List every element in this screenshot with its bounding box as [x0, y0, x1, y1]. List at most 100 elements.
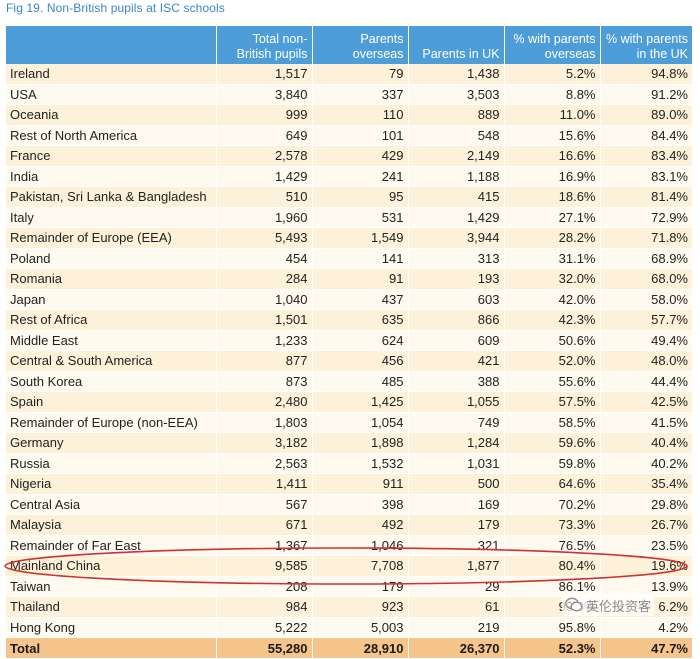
table-cell: 500 — [407, 473, 504, 495]
row-label: Central Asia — [6, 494, 216, 515]
table-row: Rest of North America 649 101 548 15.6% 84.4% — [6, 125, 692, 146]
table-row: France 2,578 429 2,149 16.6% 83.4% — [6, 145, 692, 167]
table-row: Poland 454 141 313 31.1% 68.9% — [6, 248, 692, 269]
table-cell: 41.5% — [599, 412, 692, 433]
row-label: Thailand — [6, 596, 216, 618]
table-cell: 28.2% — [503, 227, 600, 249]
table-cell: 923 — [311, 596, 408, 618]
header-row: Total non- British pupils Parents overseas P… — [6, 26, 692, 64]
table-row: Russia 2,563 1,532 1,031 59.8% 40.2% — [6, 453, 692, 474]
table-cell: 889 — [407, 104, 504, 126]
table-cell: 76.5% — [503, 535, 600, 556]
table-row: Italy 1,960 531 1,429 27.1% 72.9% — [6, 207, 692, 228]
table-cell: 1,054 — [311, 412, 408, 433]
table-cell: 16.9% — [503, 166, 600, 187]
table-cell: 58.0% — [599, 289, 692, 310]
table-cell: 3,182 — [215, 432, 312, 454]
table-cell: 548 — [407, 125, 504, 146]
column-header: % with parents in the UK — [599, 26, 692, 64]
column-header: Parents overseas — [311, 26, 408, 64]
table-cell: 57.7% — [599, 309, 692, 331]
table-cell: 429 — [311, 145, 408, 167]
row-label: Japan — [6, 289, 216, 310]
table-cell: 59.6% — [503, 432, 600, 454]
table-row: South Korea 873 485 388 55.6% 44.4% — [6, 371, 692, 392]
table-cell: 5.2% — [503, 64, 600, 85]
table-cell: 11.0% — [503, 104, 600, 126]
row-label: Germany — [6, 432, 216, 454]
table-row: Spain 2,480 1,425 1,055 57.5% 42.5% — [6, 391, 692, 413]
table-cell: 1,367 — [215, 535, 312, 556]
table-cell: 4.2% — [599, 617, 692, 638]
table-cell: 91 — [311, 268, 408, 290]
row-label: USA — [6, 84, 216, 105]
table-cell: 603 — [407, 289, 504, 310]
table-cell: 2,480 — [215, 391, 312, 413]
table-cell: 1,429 — [407, 207, 504, 228]
table-cell: 208 — [215, 576, 312, 597]
table-cell: 27.1% — [503, 207, 600, 228]
table-cell: 89.0% — [599, 104, 692, 126]
table-cell: 5,493 — [215, 227, 312, 249]
table-cell: 68.0% — [599, 268, 692, 290]
table-cell: 42.5% — [599, 391, 692, 413]
table-cell: 3,503 — [407, 84, 504, 105]
table-cell: 388 — [407, 371, 504, 392]
table-cell: 19.6% — [599, 555, 692, 577]
table-cell: 1,233 — [215, 330, 312, 351]
table-cell: 1,438 — [407, 64, 504, 85]
total-row: Total 55,280 28,910 26,370 52.3% 47.7% — [6, 637, 692, 659]
table-row: Oceania 999 110 889 11.0% 89.0% — [6, 104, 692, 126]
table-cell: 40.4% — [599, 432, 692, 454]
figure-title: Fig 19. Non-British pupils at ISC school… — [6, 1, 225, 15]
row-label: Remainder of Europe (EEA) — [6, 227, 216, 249]
table-cell: 179 — [407, 514, 504, 536]
row-label: France — [6, 145, 216, 167]
table-cell: 531 — [311, 207, 408, 228]
table-body: Ireland 1,517 79 1,438 5.2% 94.8% USA 3,840 337 3… — [6, 64, 692, 659]
table-cell: 873 — [215, 371, 312, 392]
table-cell: 456 — [311, 350, 408, 372]
row-label: Pakistan, Sri Lanka & Bangladesh — [6, 186, 216, 208]
table-cell: 999 — [215, 104, 312, 126]
table-cell: 1,898 — [311, 432, 408, 454]
table-cell: 32.0% — [503, 268, 600, 290]
total-cell: 26,370 — [407, 637, 504, 659]
table-cell: 1,501 — [215, 309, 312, 331]
table-cell: 26.7% — [599, 514, 692, 536]
table-cell: 169 — [407, 494, 504, 515]
table-cell: 219 — [407, 617, 504, 638]
table-cell: 510 — [215, 186, 312, 208]
table-row: Pakistan, Sri Lanka & Bangladesh 510 95 415… — [6, 186, 692, 208]
table-cell: 1,411 — [215, 473, 312, 495]
column-header: Total non- British pupils — [215, 26, 312, 64]
table-cell: 16.6% — [503, 145, 600, 167]
row-label: Nigeria — [6, 473, 216, 495]
row-label: Taiwan — [6, 576, 216, 597]
table-cell: 73.3% — [503, 514, 600, 536]
table-cell: 48.0% — [599, 350, 692, 372]
table-cell: 5,222 — [215, 617, 312, 638]
table-cell: 609 — [407, 330, 504, 351]
table-cell: 23.5% — [599, 535, 692, 556]
table-cell: 1,031 — [407, 453, 504, 474]
table-cell: 911 — [311, 473, 408, 495]
table-row-highlighted: Mainland China 9,585 7,708 1,877 80.4% 19.6% — [6, 555, 692, 577]
row-label: Middle East — [6, 330, 216, 351]
table-cell: 421 — [407, 350, 504, 372]
table-row: Germany 3,182 1,898 1,284 59.6% 40.4% — [6, 432, 692, 454]
table-cell: 2,563 — [215, 453, 312, 474]
table-cell: 59.8% — [503, 453, 600, 474]
table-cell: 18.6% — [503, 186, 600, 208]
row-label: Poland — [6, 248, 216, 269]
total-cell: 28,910 — [311, 637, 408, 659]
table-cell: 80.4% — [503, 555, 600, 577]
table-cell: 454 — [215, 248, 312, 269]
row-label: India — [6, 166, 216, 187]
table-cell: 5,003 — [311, 617, 408, 638]
table-cell: 284 — [215, 268, 312, 290]
table-cell: 649 — [215, 125, 312, 146]
table-cell: 671 — [215, 514, 312, 536]
table-cell: 1,429 — [215, 166, 312, 187]
table-cell: 415 — [407, 186, 504, 208]
